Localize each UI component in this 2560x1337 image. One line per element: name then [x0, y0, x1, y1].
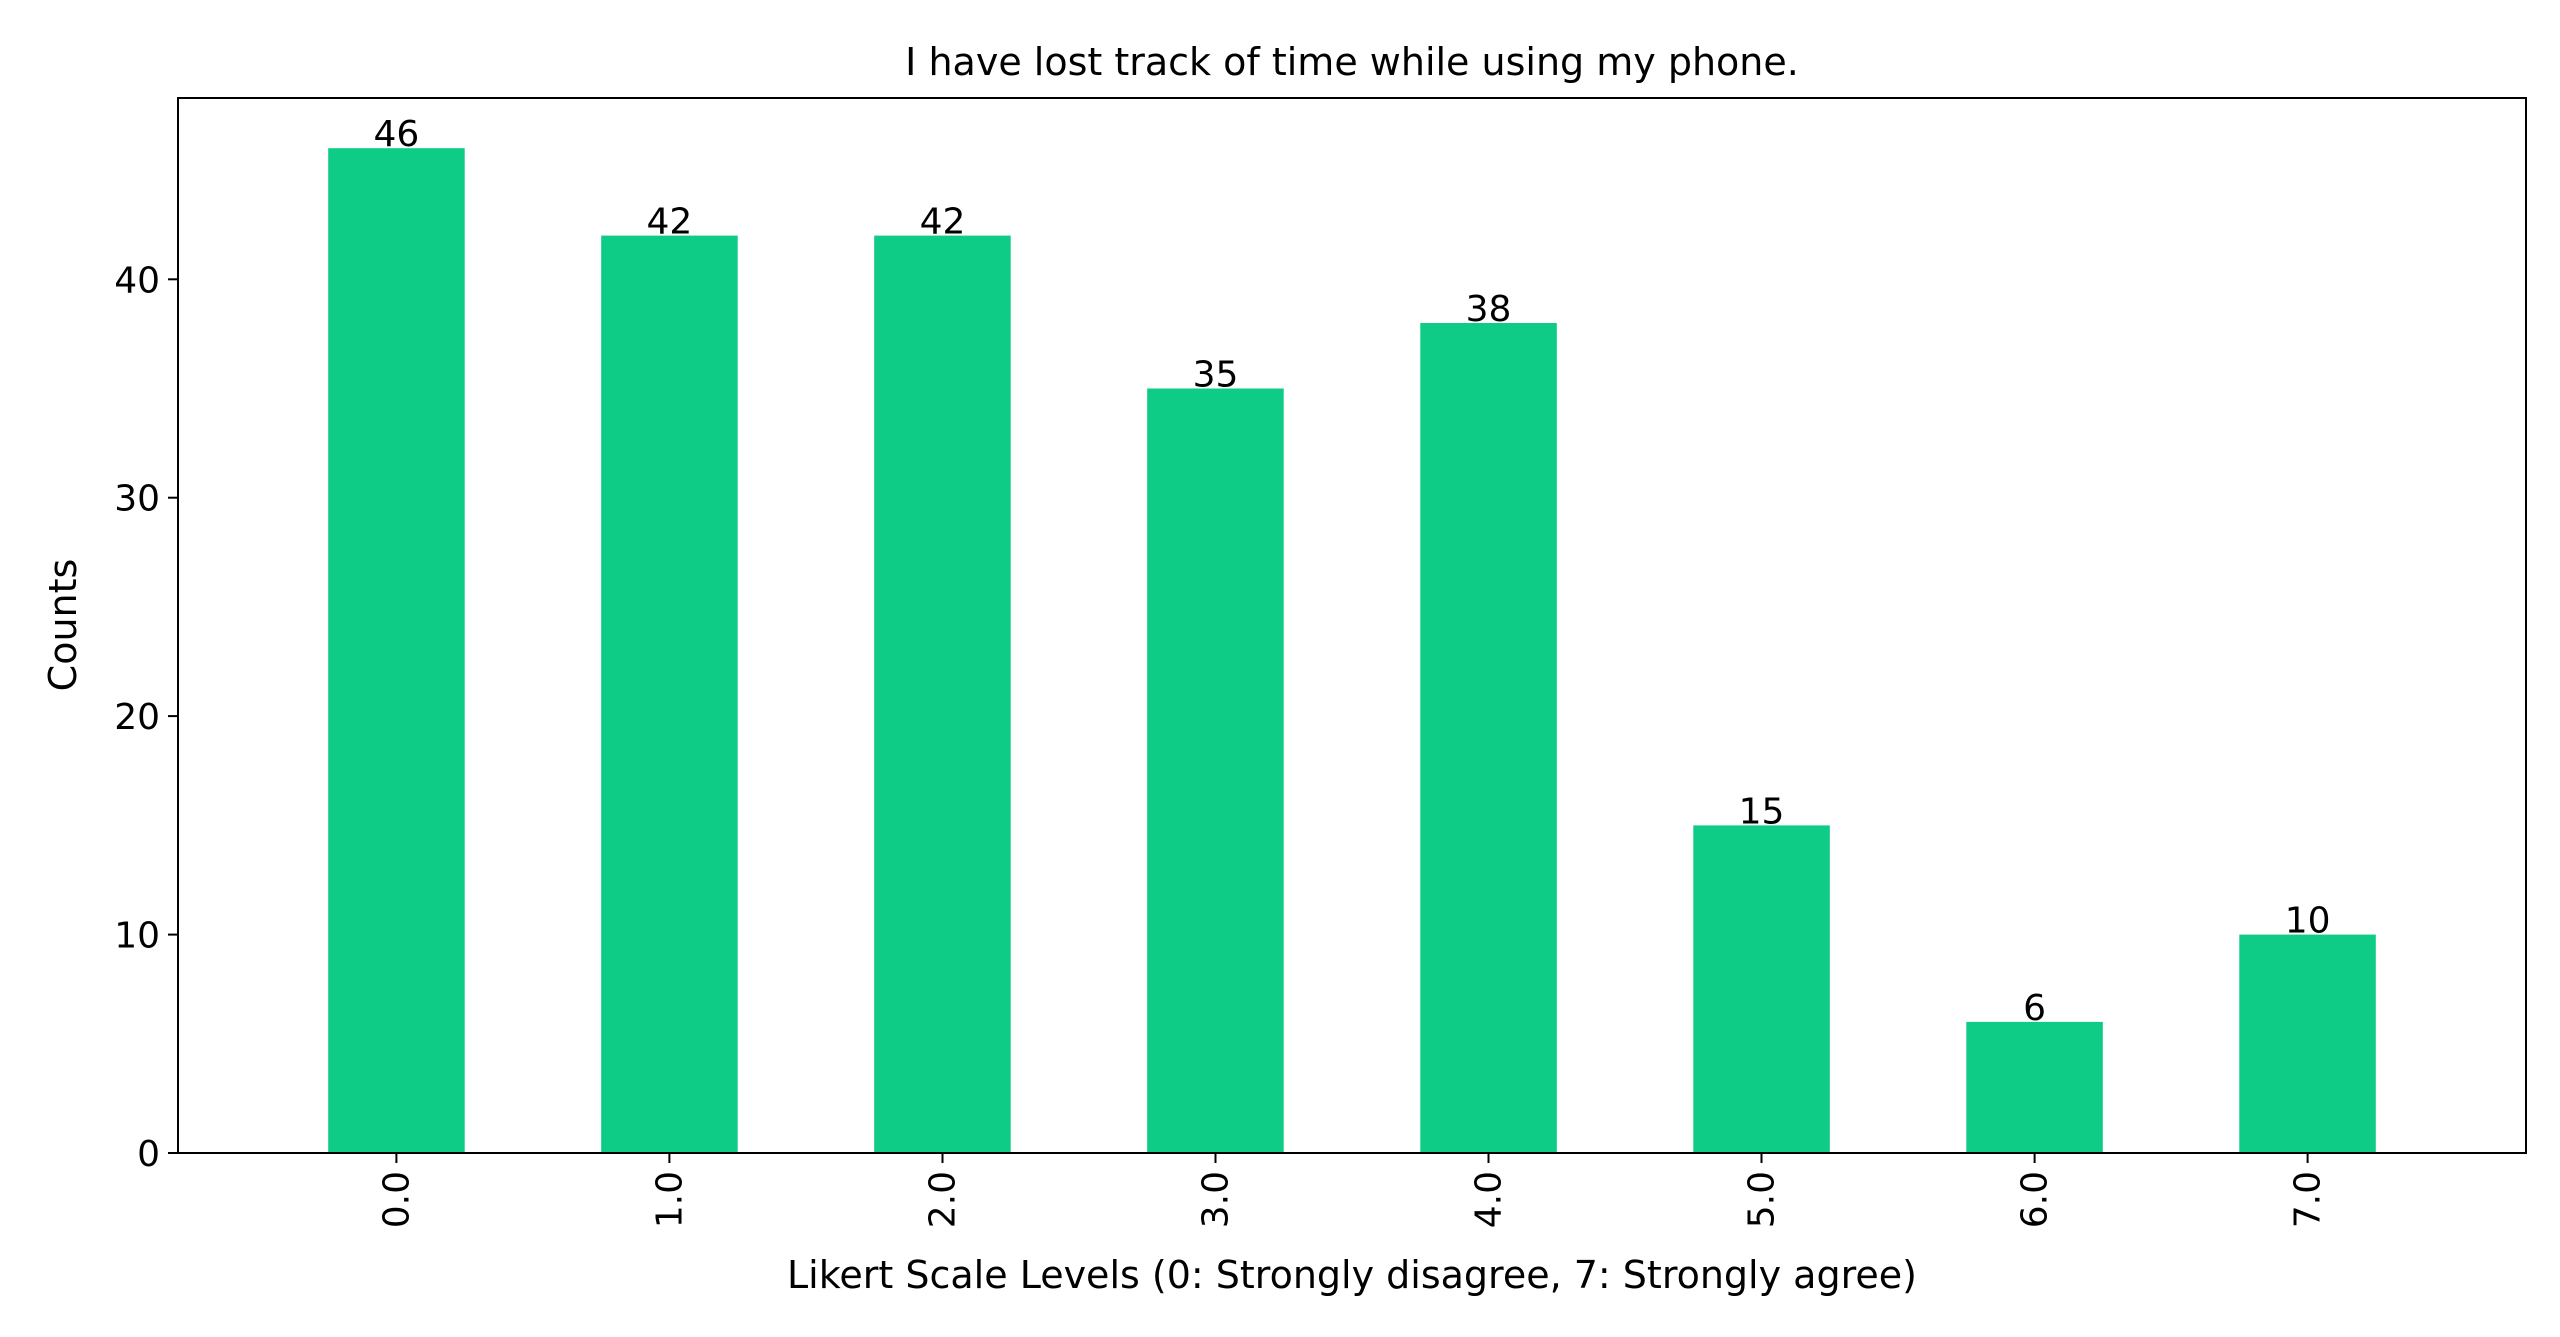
x-tick-label: 2.0	[923, 1171, 964, 1228]
y-tick-label: 40	[114, 260, 160, 301]
data-label-6.0: 6	[2023, 988, 2046, 1029]
bar-2.0	[874, 235, 1011, 1154]
data-label-2.0: 42	[920, 202, 966, 243]
x-tick-label: 6.0	[2015, 1171, 2056, 1228]
data-label-1.0: 42	[646, 202, 692, 243]
bar-7.0	[2239, 934, 2376, 1153]
x-tick-label: 5.0	[1742, 1171, 1783, 1228]
x-tick-label: 4.0	[1469, 1171, 1510, 1228]
data-label-3.0: 35	[1193, 355, 1239, 396]
data-labels-layer: 46 42 42 35 38 15 6 10	[373, 114, 2330, 1029]
chart-title: I have lost track of time while using my…	[905, 40, 1799, 84]
y-tick-label: 10	[114, 916, 160, 957]
data-label-4.0: 38	[1466, 289, 1512, 330]
bar-1.0	[601, 235, 738, 1154]
y-tick-label: 20	[114, 697, 160, 738]
plot-area-frame	[177, 97, 2527, 1154]
bar-6.0	[1966, 1021, 2103, 1153]
x-tick-label: 0.0	[376, 1171, 417, 1228]
y-tick-label: 30	[114, 479, 160, 520]
bar-0.0	[328, 148, 465, 1153]
x-tick-label: 7.0	[2288, 1171, 2329, 1228]
x-tick-label: 1.0	[649, 1171, 690, 1228]
y-tick-label: 0	[137, 1134, 160, 1175]
data-label-5.0: 15	[1739, 791, 1785, 832]
x-tick-label: 3.0	[1196, 1171, 1237, 1228]
bar-5.0	[1693, 825, 1830, 1153]
bar-3.0	[1147, 388, 1284, 1153]
bars-layer	[328, 148, 2376, 1154]
x-axis-ticks: 0.0 1.0 2.0 3.0 4.0 5.0 6.0 7.0	[376, 1153, 2329, 1228]
y-axis-ticks: 0 10 20 30 40	[114, 260, 178, 1175]
bar-4.0	[1420, 323, 1557, 1153]
data-label-0.0: 46	[373, 114, 419, 155]
x-axis-label: Likert Scale Levels (0: Strongly disagre…	[787, 1253, 1917, 1297]
y-axis-label: Counts	[41, 559, 85, 692]
data-label-7.0: 10	[2285, 901, 2331, 942]
